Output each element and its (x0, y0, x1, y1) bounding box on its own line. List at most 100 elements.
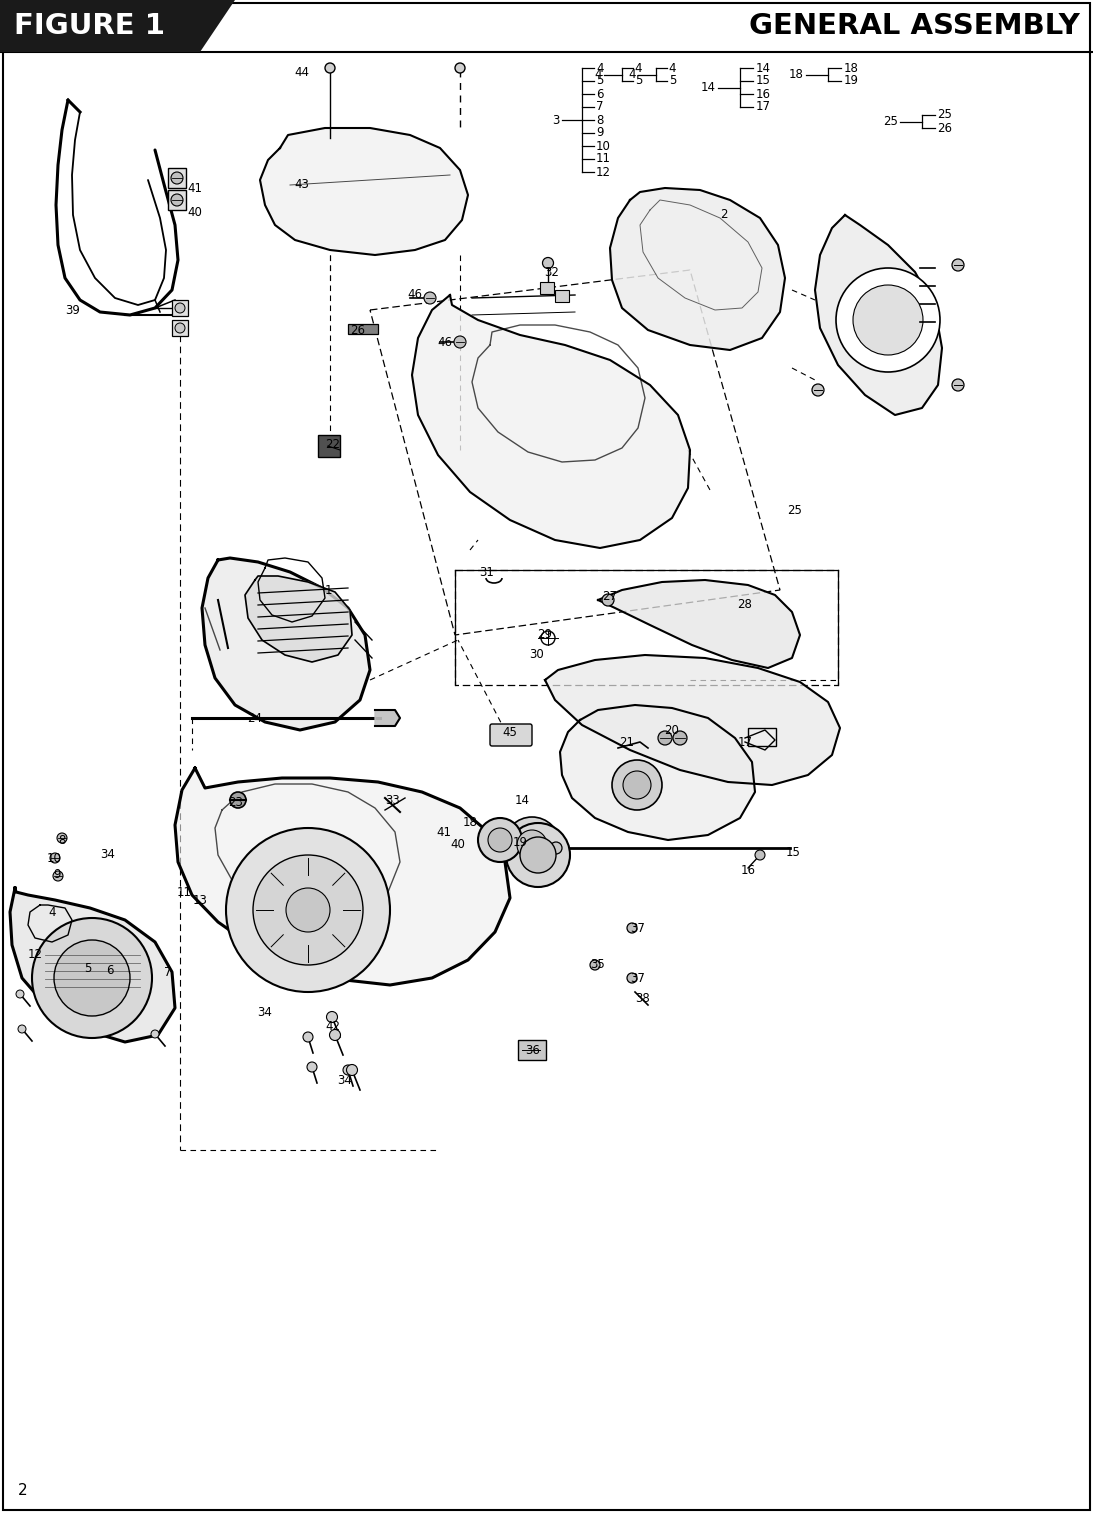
Bar (348, 324, 378, 334)
Text: 7: 7 (596, 100, 603, 113)
Text: 31: 31 (480, 566, 494, 579)
Text: 35: 35 (590, 959, 606, 971)
Text: 25: 25 (937, 109, 952, 121)
Circle shape (612, 760, 662, 809)
Bar (318, 436, 340, 457)
Circle shape (151, 1030, 158, 1038)
Polygon shape (610, 188, 785, 350)
Circle shape (673, 731, 687, 744)
Circle shape (54, 940, 130, 1017)
Text: 2: 2 (17, 1483, 27, 1498)
Text: 4: 4 (596, 62, 603, 74)
Text: 17: 17 (755, 100, 771, 113)
Text: 5: 5 (669, 74, 677, 88)
Bar (540, 281, 554, 294)
Circle shape (590, 961, 600, 970)
Circle shape (230, 791, 246, 808)
Text: 41: 41 (188, 182, 202, 195)
Circle shape (658, 731, 672, 744)
Circle shape (171, 172, 183, 185)
Circle shape (303, 1032, 313, 1042)
Text: 22: 22 (326, 439, 341, 451)
Polygon shape (175, 769, 510, 985)
Text: 4: 4 (669, 62, 677, 74)
Text: 21: 21 (620, 735, 635, 749)
Bar (518, 1039, 546, 1061)
Text: 13: 13 (192, 894, 208, 906)
Circle shape (836, 268, 940, 372)
Circle shape (952, 259, 964, 271)
Text: 6: 6 (106, 964, 114, 976)
Text: 37: 37 (631, 971, 646, 985)
Text: 18: 18 (843, 62, 858, 74)
Bar (555, 290, 569, 303)
Text: 11: 11 (596, 153, 611, 165)
Circle shape (812, 384, 824, 396)
Text: 25: 25 (788, 504, 802, 516)
Circle shape (853, 284, 922, 356)
Text: 19: 19 (513, 835, 528, 849)
Circle shape (424, 292, 436, 304)
Text: 4: 4 (595, 68, 602, 82)
Text: FIGURE 1: FIGURE 1 (14, 12, 165, 39)
Text: 9: 9 (596, 127, 603, 139)
Polygon shape (412, 295, 690, 548)
Circle shape (550, 843, 562, 853)
Text: 1: 1 (325, 584, 332, 596)
Text: 34: 34 (101, 849, 116, 861)
Circle shape (175, 322, 185, 333)
Text: 24: 24 (247, 711, 262, 725)
Text: 39: 39 (66, 304, 81, 316)
Circle shape (755, 850, 765, 859)
Circle shape (32, 918, 152, 1038)
Text: 23: 23 (228, 796, 244, 808)
Circle shape (327, 1012, 338, 1023)
Text: 20: 20 (665, 723, 680, 737)
Text: 36: 36 (526, 1044, 540, 1056)
Bar (172, 300, 188, 316)
Text: 10: 10 (596, 139, 611, 153)
Polygon shape (202, 558, 371, 729)
FancyBboxPatch shape (490, 725, 532, 746)
Text: 41: 41 (436, 826, 451, 838)
Circle shape (454, 336, 466, 348)
Circle shape (627, 923, 637, 934)
Text: 15: 15 (786, 846, 800, 858)
Circle shape (520, 837, 556, 873)
Circle shape (455, 64, 465, 73)
Text: 32: 32 (544, 265, 560, 278)
Text: 12: 12 (596, 165, 611, 179)
Circle shape (286, 888, 330, 932)
Text: 16: 16 (740, 864, 755, 876)
Circle shape (623, 772, 651, 799)
Circle shape (343, 1065, 353, 1076)
Polygon shape (545, 655, 841, 785)
Text: 10: 10 (47, 852, 61, 864)
Polygon shape (560, 705, 755, 840)
Text: 28: 28 (738, 599, 752, 611)
Circle shape (226, 828, 390, 993)
Polygon shape (598, 579, 800, 669)
Bar (168, 168, 186, 188)
Circle shape (307, 1062, 317, 1073)
Text: 4: 4 (628, 68, 636, 82)
Text: GENERAL ASSEMBLY: GENERAL ASSEMBLY (749, 12, 1080, 39)
Circle shape (175, 303, 185, 313)
Text: 17: 17 (738, 735, 752, 749)
Bar (0, 0, 200, 51)
Circle shape (325, 64, 334, 73)
Polygon shape (260, 129, 468, 256)
Text: 44: 44 (294, 65, 309, 79)
Text: 15: 15 (755, 74, 771, 88)
Text: 46: 46 (408, 289, 423, 301)
Circle shape (346, 1065, 357, 1076)
Text: 7: 7 (164, 965, 172, 979)
Circle shape (517, 831, 546, 859)
Text: 33: 33 (386, 793, 400, 806)
Text: 34: 34 (258, 1006, 272, 1018)
Bar (168, 191, 186, 210)
Text: 18: 18 (462, 816, 478, 829)
Text: 27: 27 (602, 590, 618, 604)
Text: 6: 6 (596, 88, 603, 100)
Text: 14: 14 (515, 793, 529, 806)
